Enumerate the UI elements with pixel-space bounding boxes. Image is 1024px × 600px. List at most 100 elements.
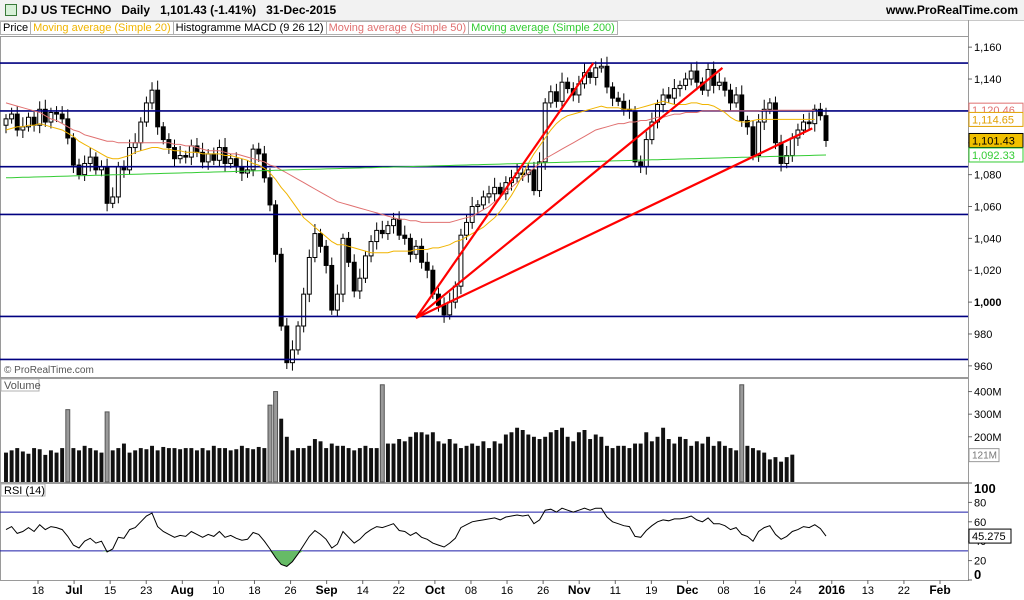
candle <box>716 81 722 86</box>
candle <box>205 153 211 163</box>
legend-ma200[interactable]: Moving average (Simple 200) <box>469 21 618 35</box>
x-tick-label: 08 <box>717 585 729 597</box>
volume-bar <box>515 427 520 482</box>
candle <box>492 186 498 195</box>
price-label: 1,114.65 <box>972 114 1014 126</box>
volume-bar <box>464 445 469 482</box>
candle <box>211 153 217 161</box>
rsi-last-label: 45.275 <box>972 531 1006 543</box>
volume-bar <box>717 441 722 482</box>
volume-bar <box>520 430 525 482</box>
candle <box>115 166 121 198</box>
candle <box>3 118 9 126</box>
volume-tick-label: 200M <box>974 432 1002 444</box>
volume-bar <box>116 448 121 482</box>
volume-bar <box>554 430 559 482</box>
legend-macd[interactable]: Histogramme MACD (9 26 12) <box>173 21 327 35</box>
last-price: 1,101.43 <box>160 3 207 17</box>
candle <box>784 155 790 164</box>
price-label: 1,101.43 <box>972 135 1015 147</box>
candle <box>615 97 621 102</box>
candle <box>351 261 357 292</box>
candle <box>172 147 177 160</box>
candle <box>722 81 728 91</box>
volume-bar <box>234 449 239 482</box>
candle <box>728 89 733 104</box>
price-tick-label: 1,040 <box>974 233 1002 245</box>
volume-bar <box>104 411 110 483</box>
volume-bar <box>649 441 654 482</box>
volume-bar <box>475 445 480 482</box>
volume-bar <box>458 448 463 482</box>
volume-bar <box>161 446 166 482</box>
candle <box>744 119 750 128</box>
candle <box>565 81 571 90</box>
volume-bar <box>88 448 93 482</box>
volume-bar <box>767 459 772 482</box>
candle <box>806 121 812 125</box>
candle <box>789 137 795 157</box>
candle <box>801 121 806 131</box>
volume-bar <box>447 439 452 482</box>
volume-bar <box>661 427 666 482</box>
legend-price[interactable]: Price <box>0 21 32 35</box>
volume-bar <box>363 445 368 482</box>
volume-bar <box>290 450 295 482</box>
volume-bar <box>357 448 362 482</box>
price-tick-label: 1,000 <box>974 297 1002 309</box>
candle <box>160 126 166 141</box>
x-tick-label: 11 <box>610 585 621 597</box>
candle <box>48 111 54 123</box>
volume-bar <box>110 450 115 482</box>
volume-bar <box>599 436 604 482</box>
candle <box>733 94 739 104</box>
candle <box>750 126 756 157</box>
x-tick-label: 23 <box>140 585 152 597</box>
candle <box>143 102 149 123</box>
volume-bar <box>402 441 407 482</box>
volume-bar <box>223 448 228 482</box>
candle <box>677 84 683 90</box>
price-series <box>3 56 829 371</box>
rsi-panel <box>0 483 969 581</box>
volume-bar <box>127 452 132 482</box>
volume-bar <box>560 427 564 482</box>
volume-bar <box>211 445 216 482</box>
candle <box>559 81 565 102</box>
candle <box>233 158 239 168</box>
rsi-panel-label: RSI (14) <box>4 485 45 497</box>
candle <box>70 137 76 166</box>
volume-panel-label: Volume <box>4 380 41 392</box>
site-url[interactable]: www.ProRealTime.com <box>885 3 1018 17</box>
candle <box>93 156 99 171</box>
x-tick-label: Oct <box>425 583 445 597</box>
trend-line <box>415 62 595 319</box>
volume-bar <box>571 441 576 482</box>
candle <box>812 108 818 125</box>
legend-ma20[interactable]: Moving average (Simple 20) <box>31 21 174 35</box>
candle <box>671 88 677 99</box>
volume-bar <box>178 449 183 482</box>
candle <box>756 121 762 157</box>
price-tick-label: 1,020 <box>974 265 1002 277</box>
candle <box>340 237 346 295</box>
volume-bar <box>335 445 340 482</box>
volume-tick-label: 400M <box>974 387 1002 399</box>
volume-bar <box>206 450 211 482</box>
legend-ma50[interactable]: Moving average (Simple 50) <box>326 21 470 35</box>
candle <box>155 89 161 128</box>
volume-bar <box>453 443 458 482</box>
volume-bar <box>728 448 733 482</box>
candle <box>239 166 245 174</box>
quote-date: 31-Dec-2015 <box>266 3 337 17</box>
candle <box>295 325 301 351</box>
x-tick-label: Jul <box>65 583 82 597</box>
candle <box>643 139 649 168</box>
volume-bar <box>526 434 531 482</box>
candle <box>183 155 189 158</box>
volume-bar <box>442 443 447 482</box>
candle <box>621 100 627 110</box>
candle <box>127 147 133 171</box>
x-tick-label: Feb <box>929 583 950 597</box>
